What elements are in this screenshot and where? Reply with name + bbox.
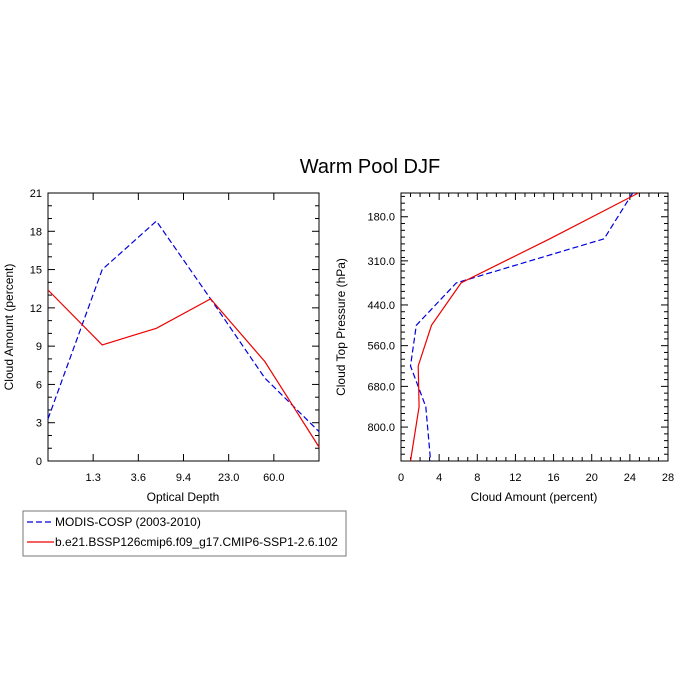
left-x-tick-label: 9.4 bbox=[176, 472, 191, 484]
right-x-tick-label: 8 bbox=[474, 472, 480, 484]
left-x-tick-label: 23.0 bbox=[218, 472, 239, 484]
right-y-axis-title: Cloud Top Pressure (hPa) bbox=[334, 258, 348, 396]
right-x-tick-label: 0 bbox=[398, 472, 404, 484]
left-y-tick-label: 21 bbox=[30, 188, 42, 200]
left-plot-frame bbox=[47, 192, 320, 462]
left-series bbox=[47, 220, 320, 448]
left-y-tick-label: 0 bbox=[36, 456, 42, 468]
left-y-tick-label: 12 bbox=[30, 303, 42, 315]
right-x-tick-label: 12 bbox=[509, 472, 521, 484]
right-x-tick-label: 28 bbox=[662, 472, 674, 484]
legend-box bbox=[22, 510, 347, 557]
left-y-tick-label: 6 bbox=[36, 379, 42, 391]
left-obs-line bbox=[47, 220, 320, 433]
left-y-axis-title: Cloud Amount (percent) bbox=[2, 264, 16, 391]
left-model-line bbox=[47, 289, 320, 448]
right-y-tick-label: 800.0 bbox=[367, 422, 395, 434]
legend-label-obs: MODIS-COSP (2003-2010) bbox=[55, 515, 201, 529]
right-y-tick-label: 560.0 bbox=[367, 341, 395, 353]
right-obs-line bbox=[409, 192, 634, 462]
figure-title: Warm Pool DJF bbox=[300, 156, 440, 178]
right-x-tick-label: 24 bbox=[624, 472, 636, 484]
left-x-tick-label: 1.3 bbox=[86, 472, 101, 484]
left-y-tick-label: 15 bbox=[30, 265, 42, 277]
right-model-line bbox=[409, 192, 639, 462]
right-x-tick-label: 4 bbox=[436, 472, 442, 484]
right-series bbox=[409, 192, 639, 462]
left-y-tick-label: 18 bbox=[30, 226, 42, 238]
right-ticks: 0 4 8 12 16 20 24 28 180.0 310.0 440.0 560.0 680.0 80… bbox=[367, 193, 674, 484]
right-y-tick-label: 440.0 bbox=[367, 300, 395, 312]
left-x-tick-label: 60.0 bbox=[263, 472, 284, 484]
right-x-tick-label: 20 bbox=[586, 472, 598, 484]
left-ticks: 0 3 6 9 12 15 18 21 1.3 3.6 9.4 23.0 60.0 bbox=[30, 188, 319, 484]
legend-label-model: b.e21.BSSP126cmip6.f09_g17.CMIP6-SSP1-2.… bbox=[55, 535, 338, 549]
left-y-tick-label: 3 bbox=[36, 418, 42, 430]
left-panel: 0 3 6 9 12 15 18 21 1.3 3.6 9.4 23.0 60.0 Optical De… bbox=[2, 188, 320, 504]
left-y-tick-label: 9 bbox=[36, 341, 42, 353]
left-x-axis-title: Optical Depth bbox=[147, 490, 220, 504]
right-panel: 0 4 8 12 16 20 24 28 180.0 310.0 440.0 560.0 680.0 80… bbox=[334, 192, 674, 504]
right-y-tick-label: 680.0 bbox=[367, 381, 395, 393]
right-y-tick-label: 310.0 bbox=[367, 256, 395, 268]
legend: MODIS-COSP (2003-2010) b.e21.BSSP126cmip… bbox=[22, 510, 347, 557]
right-x-axis-title: Cloud Amount (percent) bbox=[471, 490, 598, 504]
right-plot-frame bbox=[400, 192, 669, 462]
right-y-tick-label: 180.0 bbox=[367, 212, 395, 224]
right-x-tick-label: 16 bbox=[547, 472, 559, 484]
left-x-tick-label: 3.6 bbox=[131, 472, 146, 484]
